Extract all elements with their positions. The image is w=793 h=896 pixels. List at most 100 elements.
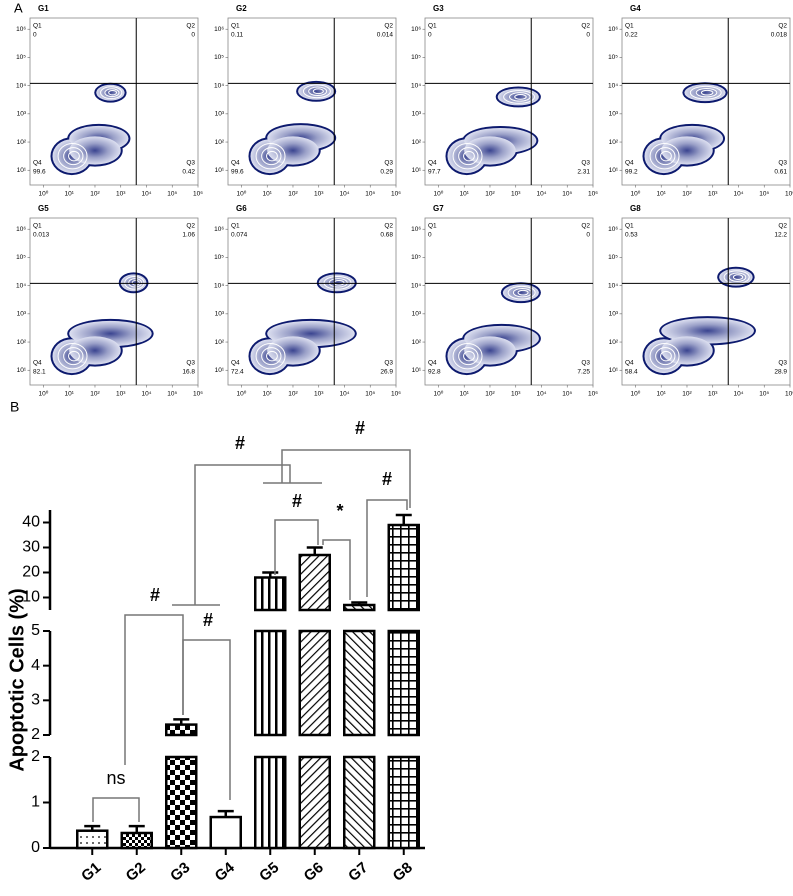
contour-ring [308, 86, 328, 97]
y-tick-label: 10¹ [17, 367, 27, 374]
quadrant-label: Q1 [625, 223, 634, 230]
x-tick-label: 10³ [511, 391, 521, 398]
x-tick-label: 10⁰ [434, 190, 444, 198]
quadrant-label: Q4 [625, 360, 634, 367]
y-tick-label: 10³ [215, 111, 225, 118]
x-tick-label: 10⁴ [141, 191, 151, 198]
y-axis-label: Apoptotic Cells (%) [6, 588, 28, 771]
y-tick-label: 10⁵ [214, 254, 224, 261]
bar [298, 629, 331, 737]
x-tick-label: 10⁰ [237, 390, 247, 398]
quadrant-label: Q4 [625, 160, 634, 167]
bar [165, 723, 198, 737]
contour-ring [128, 278, 143, 288]
y-tick-label: 1 [31, 794, 40, 811]
y-tick-label: 5 [31, 622, 40, 639]
x-tick-label: G7 [345, 859, 371, 885]
x-tick-label: 10¹ [263, 191, 273, 198]
x-tick-label: G5 [256, 859, 282, 885]
quadrant-value: 0.42 [182, 169, 195, 176]
x-tick-label: 10¹ [65, 391, 75, 398]
quadrant-label: Q3 [384, 360, 393, 367]
quadrant-label: Q4 [231, 360, 240, 367]
y-tick-label: 3 [31, 692, 40, 709]
plot-title: G8 [630, 204, 641, 213]
y-tick-label: 10⁴ [16, 82, 26, 89]
bar [343, 755, 376, 850]
contour-ring [124, 275, 145, 290]
contour-ring [57, 342, 88, 370]
contour-ring [68, 350, 80, 362]
y-tick-label: 10⁶ [214, 26, 224, 33]
x-tick-label: 10⁶ [785, 191, 793, 198]
x-tick-label: 10⁶ [785, 391, 793, 398]
quadrant-label: Q1 [231, 23, 240, 30]
plot-title: G3 [433, 4, 444, 13]
bar [254, 576, 287, 612]
y-tick-label: 10⁶ [411, 26, 421, 33]
y-tick-label: 10⁶ [411, 226, 421, 233]
contour-ring [655, 147, 676, 166]
x-tick-label: 10¹ [460, 191, 470, 198]
x-tick-label: 10² [485, 391, 495, 398]
significance-label: # [150, 585, 160, 605]
x-tick-label: 10⁵ [759, 191, 769, 198]
contour-ring [660, 350, 672, 362]
x-tick-label: 10⁶ [391, 391, 401, 398]
population [69, 336, 121, 365]
y-tick-label: 10⁴ [214, 82, 224, 89]
y-tick-label: 10⁶ [214, 226, 224, 233]
x-tick-label: 10⁶ [193, 391, 203, 398]
quadrant-label: Q2 [778, 223, 787, 230]
quadrant-label: Q3 [186, 360, 195, 367]
quadrant-value: 0.61 [774, 169, 787, 176]
y-tick-label: 10⁵ [411, 54, 421, 61]
contour-ring [323, 275, 352, 290]
population [267, 336, 319, 365]
y-tick-label: 10⁵ [16, 54, 26, 61]
quadrant-label: Q2 [186, 223, 195, 230]
x-tick-label: 10⁰ [39, 390, 49, 398]
y-tick-label: 2 [31, 748, 40, 765]
x-tick-label: 10⁶ [588, 191, 598, 198]
y-tick-label: 10 [22, 589, 40, 606]
y-tick-label: 4 [31, 657, 40, 674]
quadrant-label: Q3 [778, 360, 787, 367]
contour-ring [700, 89, 714, 96]
bar [298, 553, 331, 612]
y-tick-label: 10¹ [17, 167, 27, 174]
y-tick-label: 10¹ [412, 367, 422, 374]
x-tick-label: 10² [90, 191, 100, 198]
x-tick-label: G8 [390, 859, 416, 885]
quadrant-label: Q4 [428, 360, 437, 367]
significance-label: # [235, 433, 245, 453]
contour-ring [100, 86, 123, 100]
quadrant-value: 0.22 [625, 32, 638, 39]
contour-ring [514, 94, 527, 100]
significance-bracket [124, 614, 184, 765]
quadrant-label: Q3 [186, 160, 195, 167]
quadrant-value: 0.11 [231, 32, 244, 39]
contour-ring [312, 88, 324, 95]
quadrant-label: Q1 [625, 23, 634, 30]
y-tick-label: 10¹ [215, 367, 225, 374]
significance-label: ns [106, 768, 125, 788]
y-tick-label: 10⁵ [411, 254, 421, 261]
bar [165, 755, 198, 850]
y-tick-label: 10⁴ [608, 82, 618, 89]
y-tick-label: 10² [609, 339, 619, 346]
contour-ring [266, 150, 278, 162]
x-tick-label: 10⁴ [339, 191, 349, 198]
y-tick-label: 10² [412, 139, 422, 146]
x-tick-label: G1 [78, 859, 104, 885]
y-tick-label: 10⁴ [608, 282, 618, 289]
quadrant-value: 0 [428, 32, 432, 39]
significance-label: # [292, 491, 302, 511]
plot-title: G2 [236, 4, 247, 13]
quadrant-value: 0.68 [380, 232, 393, 239]
x-tick-label: 10⁵ [365, 391, 375, 398]
bar [343, 603, 376, 612]
contour-ring [104, 88, 120, 98]
contour-ring [649, 142, 680, 170]
